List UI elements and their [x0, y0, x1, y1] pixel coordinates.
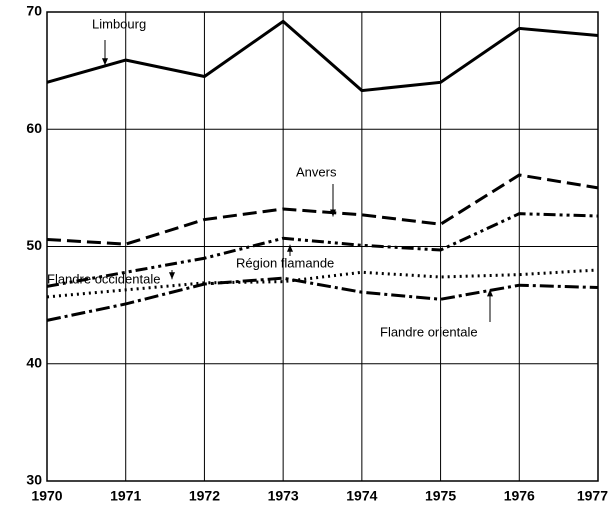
line-series	[46, 173, 599, 246]
x-tick-label: 1970	[31, 488, 62, 504]
arrow-head	[169, 272, 175, 280]
y-tick-label: 70	[26, 3, 42, 19]
arrow-head	[330, 209, 336, 217]
series-label: Flandre orientale	[380, 324, 478, 339]
arrow-head	[487, 289, 493, 297]
x-tick-label: 1976	[504, 488, 535, 504]
line-series	[46, 19, 599, 93]
y-tick-label: 50	[26, 237, 42, 253]
x-tick-label: 1974	[346, 488, 377, 504]
x-tick-label: 1975	[425, 488, 456, 504]
x-tick-label: 1973	[268, 488, 299, 504]
arrow-head	[287, 244, 293, 252]
series-label: Région flamande	[236, 255, 334, 270]
x-tick-label: 1971	[110, 488, 141, 504]
line-series	[46, 268, 599, 299]
line-series	[46, 276, 599, 322]
series-label: Limbourg	[92, 16, 146, 31]
y-tick-label: 30	[26, 472, 42, 488]
series-label: Flandre occidentale	[47, 271, 160, 286]
y-tick-label: 60	[26, 120, 42, 136]
series-label: Anvers	[296, 164, 337, 179]
x-tick-label: 1972	[189, 488, 220, 504]
arrow-head	[102, 58, 108, 66]
line-series	[46, 212, 599, 288]
x-tick-label: 1977	[577, 488, 608, 504]
y-tick-label: 40	[26, 354, 42, 370]
